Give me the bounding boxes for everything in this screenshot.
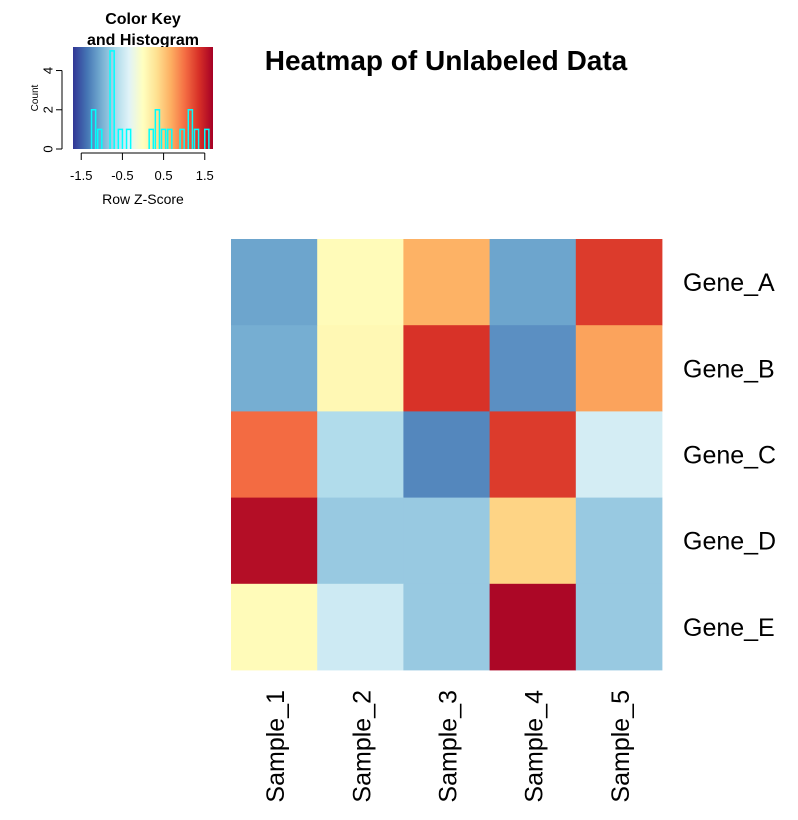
row-label-gene_b: Gene_B — [683, 355, 775, 383]
heatmap-cell-gene_d-sample_2 — [317, 497, 404, 585]
column-label-sample_1: Sample_1 — [262, 690, 290, 803]
heatmap-cell-gene_b-sample_4 — [489, 325, 577, 412]
heatmap-cell-gene_c-sample_2 — [317, 411, 404, 498]
heatmap-cell-gene_a-sample_5 — [575, 239, 663, 326]
column-label-sample_3: Sample_3 — [435, 690, 463, 803]
heatmap-cell-gene_d-sample_5 — [575, 497, 663, 585]
color-key-y-axis: 0 2 4 — [40, 67, 63, 153]
heatmap-cell-gene_d-sample_1 — [231, 497, 318, 585]
heatmap-title: Heatmap of Unlabeled Data — [265, 45, 628, 76]
heatmap-cell-gene_b-sample_1 — [231, 325, 318, 412]
color-key-y-tick-label-3: 4 — [40, 67, 55, 74]
column-label-sample_5: Sample_5 — [607, 690, 635, 803]
color-key-y-label: Count — [30, 84, 41, 111]
heatmap-cell-gene_e-sample_5 — [575, 583, 663, 671]
heatmap-cell-gene_a-sample_3 — [403, 239, 490, 326]
heatmap-cell-gene_d-sample_3 — [403, 497, 490, 585]
color-key: Color Key and Histogram 0 2 4 -1.5 -0.5 0.5 1… — [30, 11, 214, 207]
color-key-y-tick-label-2: 2 — [40, 106, 55, 113]
row-label-gene_d: Gene_D — [683, 528, 776, 556]
color-key-x-tick-label-1: -1.5 — [70, 168, 92, 183]
heatmap-grid — [231, 239, 663, 671]
color-key-y-tick-label-1: 0 — [40, 145, 55, 152]
heatmap-cell-gene_e-sample_1 — [231, 583, 318, 671]
color-key-title-line-1: Color Key — [105, 11, 181, 28]
column-labels: Sample_1 Sample_2 Sample_3 Sample_4 Sample_5 — [262, 690, 635, 803]
histogram-bar-2 — [96, 128, 103, 149]
histogram-bar-9 — [166, 128, 173, 149]
color-key-histogram — [90, 50, 210, 149]
heatmap-cell-gene_d-sample_4 — [489, 497, 577, 585]
heatmap-cell-gene_a-sample_1 — [231, 239, 318, 326]
heatmap-cell-gene_e-sample_4 — [489, 583, 577, 671]
histogram-bar-7 — [154, 109, 161, 149]
color-key-x-tick-label-4: 1.5 — [196, 168, 214, 183]
row-label-gene_e: Gene_E — [683, 614, 775, 642]
column-label-sample_2: Sample_2 — [348, 690, 376, 803]
histogram-bar-12 — [193, 128, 200, 149]
row-label-gene_c: Gene_C — [683, 442, 776, 470]
color-key-title-line-2: and Histogram — [87, 32, 199, 49]
heatmap-cell-gene_a-sample_2 — [317, 239, 404, 326]
row-label-gene_a: Gene_A — [683, 269, 775, 297]
histogram-bar-5 — [125, 128, 132, 149]
row-labels: Gene_A Gene_B Gene_C Gene_D Gene_E — [683, 269, 776, 642]
heatmap-cell-gene_c-sample_1 — [231, 411, 318, 498]
color-key-x-label: Row Z-Score — [102, 191, 184, 207]
heatmap-cell-gene_b-sample_2 — [317, 325, 404, 412]
histogram-bar-1 — [90, 109, 97, 149]
heatmap-cell-gene_b-sample_3 — [403, 325, 490, 412]
histogram-bar-11 — [187, 109, 194, 149]
color-key-x-axis: -1.5 -0.5 0.5 1.5 — [70, 152, 214, 183]
histogram-bar-4 — [117, 128, 124, 149]
color-key-x-tick-label-3: 0.5 — [155, 168, 173, 183]
column-label-sample_4: Sample_4 — [521, 690, 549, 803]
heatmap-cell-gene_c-sample_5 — [575, 411, 663, 498]
histogram-bar-13 — [204, 128, 210, 149]
heatmap-cell-gene_b-sample_5 — [575, 325, 663, 412]
histogram-bar-3 — [109, 50, 115, 149]
histogram-bar-6 — [148, 128, 155, 149]
histogram-bar-10 — [179, 128, 185, 149]
heatmap-cell-gene_e-sample_2 — [317, 583, 404, 671]
heatmap-cell-gene_c-sample_4 — [489, 411, 577, 498]
heatmap-cell-gene_a-sample_4 — [489, 239, 577, 326]
color-key-x-tick-label-2: -0.5 — [111, 168, 133, 183]
histogram-bar-8 — [160, 128, 167, 149]
heatmap-cell-gene_e-sample_3 — [403, 583, 490, 671]
heatmap-cell-gene_c-sample_3 — [403, 411, 490, 498]
